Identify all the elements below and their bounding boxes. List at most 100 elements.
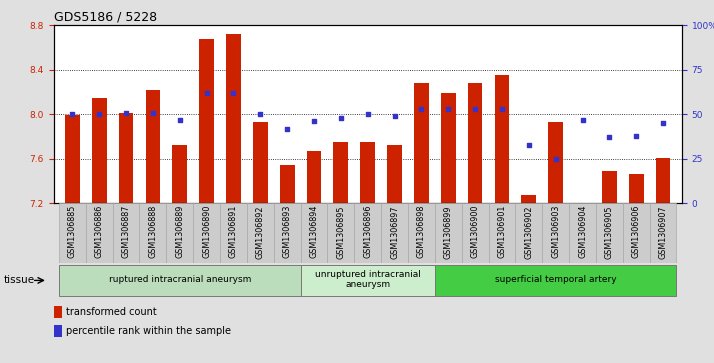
Bar	[59, 203, 86, 263]
Bar	[86, 203, 113, 263]
Text: transformed count: transformed count	[66, 307, 157, 317]
Text: GSM1306888: GSM1306888	[149, 205, 157, 258]
Bar	[247, 203, 273, 263]
Bar	[361, 142, 375, 203]
Point	[335, 115, 346, 121]
Text: percentile rank within the sample: percentile rank within the sample	[66, 326, 231, 336]
Text: GSM1306893: GSM1306893	[283, 205, 291, 258]
Bar	[226, 34, 241, 203]
Bar	[495, 76, 509, 203]
Bar	[54, 306, 63, 318]
Text: GSM1306900: GSM1306900	[471, 205, 480, 258]
Text: GSM1306892: GSM1306892	[256, 205, 265, 258]
Bar	[655, 158, 670, 203]
Bar	[146, 90, 160, 203]
Text: GSM1306898: GSM1306898	[417, 205, 426, 258]
Bar	[333, 142, 348, 203]
Point	[658, 120, 669, 126]
Bar	[193, 203, 220, 263]
Bar	[306, 151, 321, 203]
Bar	[650, 203, 676, 263]
Point	[308, 119, 320, 125]
Point	[362, 111, 373, 117]
Text: GSM1306902: GSM1306902	[524, 205, 533, 258]
Text: GSM1306890: GSM1306890	[202, 205, 211, 258]
Text: GSM1306903: GSM1306903	[551, 205, 560, 258]
Bar	[623, 203, 650, 263]
Text: GSM1306906: GSM1306906	[632, 205, 640, 258]
Bar	[435, 203, 462, 263]
Text: GSM1306891: GSM1306891	[229, 205, 238, 258]
Bar	[387, 146, 402, 203]
FancyBboxPatch shape	[435, 265, 676, 296]
Text: unruptured intracranial
aneurysm: unruptured intracranial aneurysm	[315, 270, 421, 289]
Bar	[596, 203, 623, 263]
Point	[496, 106, 508, 112]
Text: GSM1306894: GSM1306894	[309, 205, 318, 258]
Bar	[462, 203, 488, 263]
Bar	[548, 122, 563, 203]
Bar	[516, 203, 542, 263]
Point	[94, 111, 105, 117]
Bar	[139, 203, 166, 263]
Text: ruptured intracranial aneurysm: ruptured intracranial aneurysm	[109, 275, 251, 284]
Bar	[119, 113, 134, 203]
Bar	[521, 196, 536, 203]
Point	[416, 106, 427, 112]
Bar	[220, 203, 247, 263]
Point	[228, 90, 239, 96]
Bar	[441, 93, 456, 203]
Point	[121, 110, 132, 115]
Text: GDS5186 / 5228: GDS5186 / 5228	[54, 11, 156, 24]
Point	[255, 111, 266, 117]
FancyBboxPatch shape	[59, 265, 301, 296]
Bar	[65, 115, 80, 203]
Point	[147, 110, 159, 115]
Bar	[408, 203, 435, 263]
Point	[174, 117, 186, 123]
FancyBboxPatch shape	[301, 265, 435, 296]
Text: GSM1306899: GSM1306899	[444, 205, 453, 258]
Point	[630, 133, 642, 139]
Text: GSM1306904: GSM1306904	[578, 205, 587, 258]
Bar	[414, 83, 429, 203]
Point	[469, 106, 481, 112]
Bar	[54, 325, 63, 337]
Bar	[569, 203, 596, 263]
Text: GSM1306887: GSM1306887	[121, 205, 131, 258]
Bar	[488, 203, 516, 263]
Bar	[172, 146, 187, 203]
Point	[201, 90, 212, 96]
Bar	[542, 203, 569, 263]
Text: GSM1306907: GSM1306907	[658, 205, 668, 258]
Bar	[199, 39, 214, 203]
Text: GSM1306886: GSM1306886	[95, 205, 104, 258]
Text: GSM1306895: GSM1306895	[336, 205, 346, 258]
Bar	[602, 171, 617, 203]
Bar	[328, 203, 354, 263]
Bar	[166, 203, 193, 263]
Text: tissue: tissue	[4, 276, 35, 285]
Point	[443, 106, 454, 112]
Point	[281, 126, 293, 131]
Bar	[280, 166, 295, 203]
Text: GSM1306885: GSM1306885	[68, 205, 77, 258]
Text: GSM1306889: GSM1306889	[175, 205, 184, 258]
Point	[66, 111, 78, 117]
Bar	[354, 203, 381, 263]
Bar	[113, 203, 139, 263]
Point	[389, 113, 401, 119]
Bar	[301, 203, 328, 263]
Bar	[253, 122, 268, 203]
Text: GSM1306897: GSM1306897	[390, 205, 399, 258]
Point	[550, 156, 561, 162]
Point	[603, 135, 615, 140]
Bar	[381, 203, 408, 263]
Point	[577, 117, 588, 123]
Bar	[468, 83, 483, 203]
Bar	[629, 174, 643, 203]
Bar	[575, 203, 590, 205]
Point	[523, 142, 535, 147]
Bar	[273, 203, 301, 263]
Bar	[92, 98, 106, 203]
